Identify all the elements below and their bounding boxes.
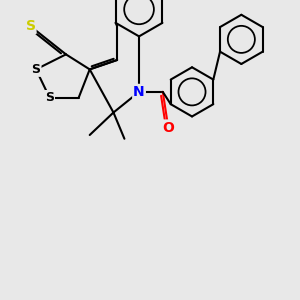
Text: S: S [32,63,40,76]
Text: N: N [133,85,145,99]
Text: O: O [162,121,174,134]
Text: S: S [45,91,54,104]
Text: S: S [26,19,35,33]
